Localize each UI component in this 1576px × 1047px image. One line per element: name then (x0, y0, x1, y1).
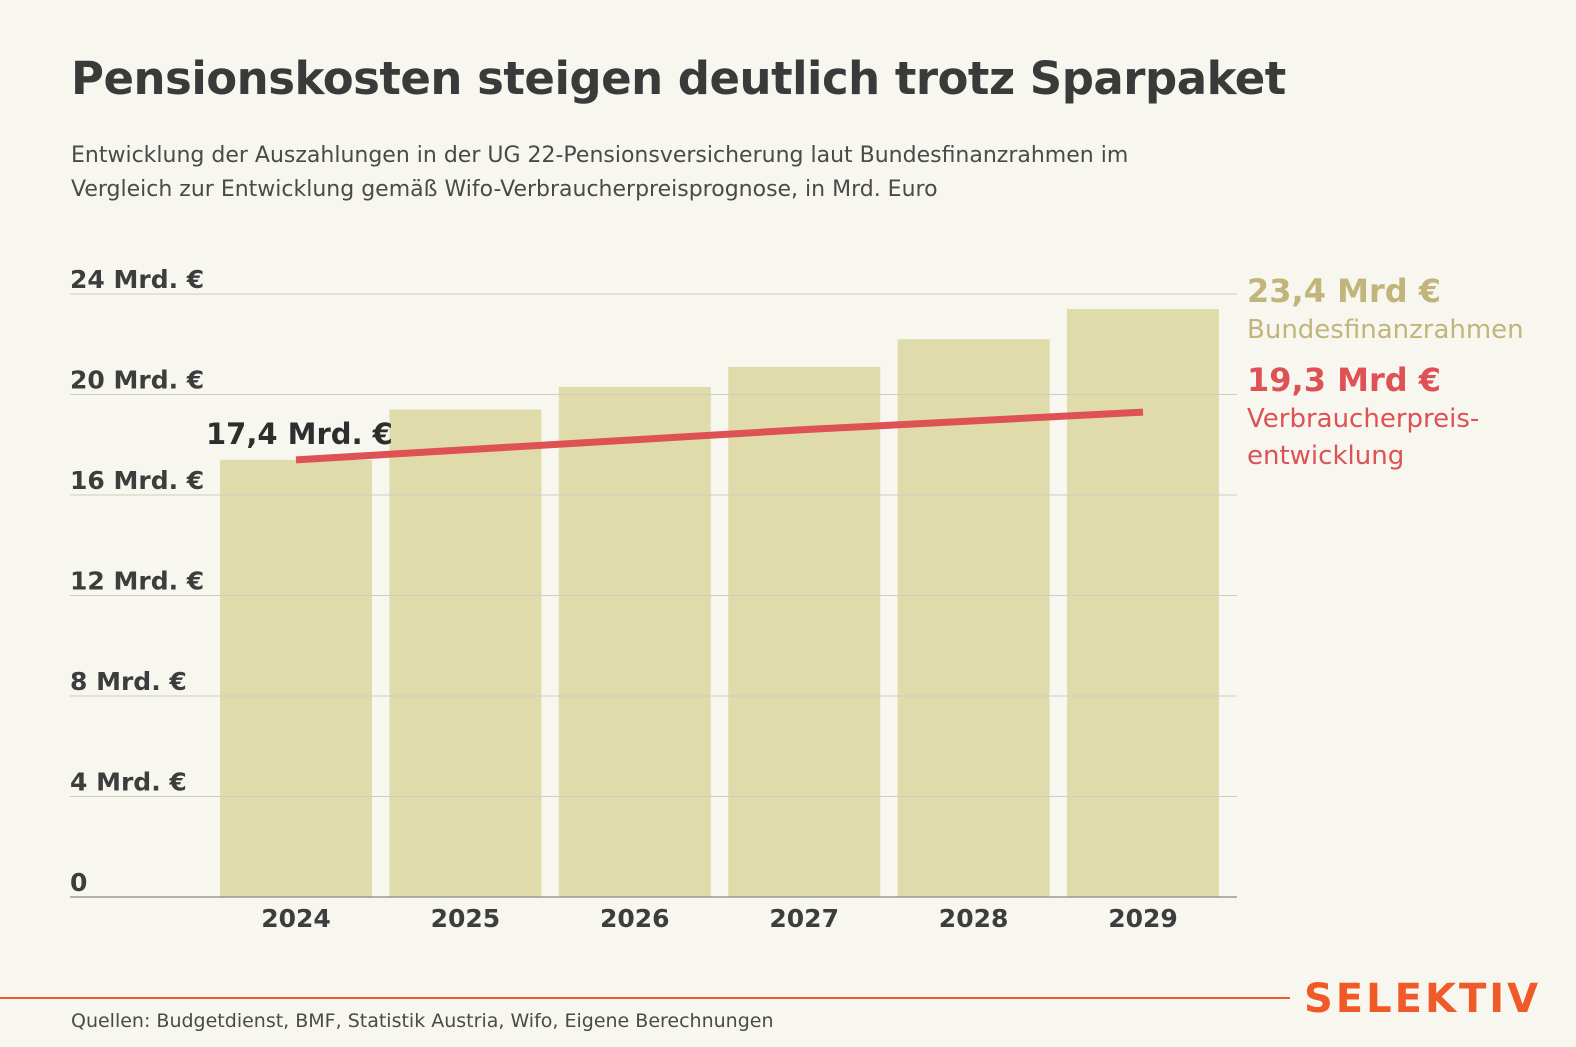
bundesfinanzrahmen-value-label: 23,4 Mrd € (1247, 272, 1442, 310)
bundesfinanzrahmen-legend-label: Bundesfinanzrahmen (1247, 315, 1524, 345)
y-tick-label: 8 Mrd. € (70, 667, 187, 696)
bar-2029 (1067, 309, 1219, 897)
x-tick-label: 2026 (600, 904, 670, 933)
chart-title: Pensionskosten steigen deutlich trotz Sp… (71, 52, 1286, 105)
bar-2027 (728, 366, 881, 897)
annotation-label: 17,4 Mrd. € (206, 417, 393, 451)
y-tick-label: 4 Mrd. € (70, 768, 187, 797)
x-tick-label: 2029 (1108, 904, 1178, 933)
y-tick-label: 16 Mrd. € (70, 466, 204, 495)
footer-divider (0, 997, 1290, 999)
y-tick-label: 0 (70, 868, 87, 897)
x-tick-label: 2027 (769, 904, 839, 933)
bar-2028 (897, 339, 1050, 898)
x-tick-label: 2025 (431, 904, 501, 933)
line-verbraucherpreisentwicklung (295, 408, 1144, 464)
bar-2025 (389, 409, 542, 897)
x-tick-label: 2024 (261, 904, 331, 933)
chart-subtitle-line-2: Vergleich zur Entwicklung gemäß Wifo-Ver… (71, 177, 938, 202)
bar-2024 (220, 459, 372, 897)
bar-2026 (558, 386, 711, 897)
verbraucherpreis-legend-label-line-2: entwicklung (1247, 441, 1405, 471)
brand-logo: SELEKTIV (1304, 976, 1542, 1022)
y-tick-label: 12 Mrd. € (70, 567, 204, 596)
verbraucherpreis-legend-label-line-1: Verbraucherpreis- (1247, 404, 1480, 434)
source-note: Quellen: Budgetdienst, BMF, Statistik Au… (71, 1010, 774, 1032)
verbraucherpreis-value-label: 19,3 Mrd € (1247, 361, 1442, 399)
y-tick-label: 24 Mrd. € (70, 265, 204, 294)
chart-subtitle-line-1: Entwicklung der Auszahlungen in der UG 2… (71, 143, 1129, 168)
x-tick-label: 2028 (939, 904, 1009, 933)
y-tick-label: 20 Mrd. € (70, 366, 204, 395)
